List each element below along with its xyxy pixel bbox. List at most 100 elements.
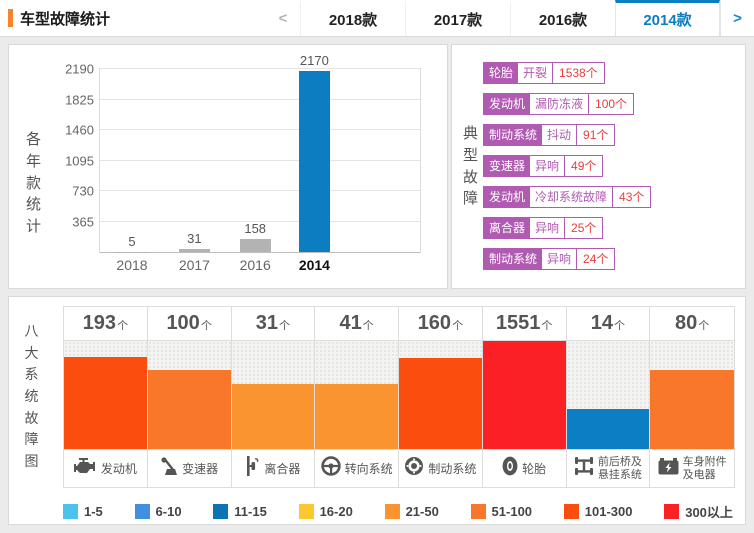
legend-color-swatch [134,504,150,519]
tab-2018款[interactable]: 2018款 [300,0,405,36]
count-number: 193 [82,312,117,334]
fault-tag[interactable]: 变速器 异响 49个 [483,155,604,177]
system-column-发动机: 193 个发动机 [64,307,148,487]
yearly-stats-panel: 各年款统计 2190 1825 1460 1095 730 365 5 2018 31 2017 1… [8,44,448,289]
system-label-cell: 前后桥及 悬挂系统 [566,449,650,487]
legend-color-swatch [213,504,229,519]
fault-count-label: 49个 [571,159,597,173]
system-label-cell: 发动机 [64,449,147,487]
system-fault-count: 100 个 [147,307,231,341]
system-name-label: 变速器 [182,462,219,476]
engine-icon [73,457,97,480]
legend-color-swatch [63,504,78,519]
system-column-车身附件及电器: 80 个车身附件 及电器 [650,307,734,487]
count-number: 41 [339,312,362,334]
system-name-label: 发动机 [100,462,137,476]
gridline [100,220,420,222]
system-name-label: 制动系统 [428,462,477,476]
count-unit: 个 [698,320,710,332]
system-bar [315,384,398,449]
system-column-变速器: 100 个变速器 [147,307,232,487]
count-unit: 个 [117,320,129,332]
gridline [100,68,420,69]
fault-tag[interactable]: 发动机 漏防冻液 100个 [483,93,635,115]
fault-name-label: 抖动 [542,125,578,145]
fault-system-label: 制动系统 [484,125,543,145]
legend-color-swatch [298,504,314,519]
system-bar [566,409,650,449]
legend-range-label: 21-50 [405,504,439,519]
prev-arrow-button[interactable]: < [278,9,288,27]
fault-tag[interactable]: 制动系统 异响 24个 [483,248,616,270]
yearly-bar-chart: 2190 1825 1460 1095 730 365 5 2018 31 2017 158 2016… [53,45,447,288]
system-name-label: 车身附件 及电器 [682,456,727,481]
yearly-plot-area: 2190 1825 1460 1095 730 365 5 2018 31 2017 158 2016… [65,53,421,273]
gridline [100,159,420,161]
count-number: 14 [590,312,613,334]
fault-count-label: 25个 [571,221,597,235]
year-bar-2014 [299,70,331,252]
y-axis-tick: 730 [72,183,94,199]
systems-fault-panel: 八大系统故障图 193 个发动机 100 个变速器 31 个离合器 41 个转向系统 160 个制… [8,296,746,525]
system-bar-track [566,341,650,449]
system-fault-count: 80 个 [650,307,734,341]
severity-legend: 1-5 6-10 11-15 16-20 21-50 51-100 101-300 300以上 [63,502,733,521]
legend-item-11-15: 11-15 [213,504,267,519]
system-fault-count: 160 个 [399,307,482,341]
system-bar [482,341,566,449]
y-axis-tick: 2190 [65,61,94,77]
legend-item-101-300: 101-300 [563,504,632,519]
count-number: 100 [166,312,200,334]
system-label-cell: 变速器 [147,449,231,487]
system-name-label: 转向系统 [344,462,393,476]
year-bar-2016 [240,238,272,252]
fault-name-label: 开裂 [518,63,554,83]
system-bar [231,384,315,449]
systems-table: 193 个发动机 100 个变速器 31 个离合器 41 个转向系统 160 个制动系统 1551 个… [63,306,735,488]
legend-color-swatch [470,504,486,519]
system-fault-count: 193 个 [64,307,147,341]
count-number: 160 [417,312,452,334]
system-bar [64,357,147,449]
fault-name-label: 异响 [530,156,566,176]
fault-name-label: 异响 [530,218,566,238]
system-bar [147,370,231,449]
fault-system-label: 离合器 [484,218,531,238]
fault-tag[interactable]: 离合器 异响 25个 [483,217,604,239]
fault-tag[interactable]: 制动系统 抖动 91个 [483,124,616,146]
year-tabs: < 2018款 2017款 2016款 2014款 > [266,0,754,36]
fault-system-label: 轮胎 [484,63,519,83]
tab-2014款[interactable]: 2014款 [615,0,720,36]
legend-range-label: 16-20 [319,504,353,519]
year-bar-value: 158 [244,220,267,236]
fault-tag[interactable]: 轮胎 开裂 1538个 [483,62,605,84]
count-unit: 个 [452,320,464,332]
year-bar-2017 [179,249,211,252]
tab-2016款[interactable]: 2016款 [510,0,615,36]
fault-list: 轮胎 开裂 1538个 发动机 漏防冻液 100个 制动系统 抖动 91个 变速器 异响 49个 发动机… [483,62,652,279]
brake-icon [404,456,424,481]
steering-icon [320,456,341,481]
count-unit: 个 [362,320,374,332]
system-label-cell: 转向系统 [315,449,398,487]
count-unit: 个 [200,320,212,332]
tab-2017款[interactable]: 2017款 [405,0,510,36]
system-column-轮胎: 1551 个轮胎 [482,307,567,487]
x-axis-label-2016: 2016 [239,257,271,273]
fault-name-label: 冷却系统故障 [530,187,614,207]
year-bar-value: 2170 [299,52,329,68]
system-name-label: 前后桥及 悬挂系统 [597,456,642,481]
faults-panel-side-label: 典型故障 [462,125,478,208]
system-column-制动系统: 160 个制动系统 [399,307,483,487]
next-arrow-button[interactable]: > [720,0,754,36]
x-axis-label-2014: 2014 [298,257,330,273]
system-label-cell: 离合器 [231,449,315,487]
page-title: 车型故障统计 [20,10,111,28]
clutch-icon [245,456,260,481]
gridline [100,98,420,100]
system-bar [399,358,482,449]
system-column-转向系统: 41 个转向系统 [315,307,399,487]
year-bar-value: 31 [187,231,202,247]
fault-tag[interactable]: 发动机 冷却系统故障 43个 [483,186,652,208]
title-wrap: 车型故障统计 [0,0,110,36]
